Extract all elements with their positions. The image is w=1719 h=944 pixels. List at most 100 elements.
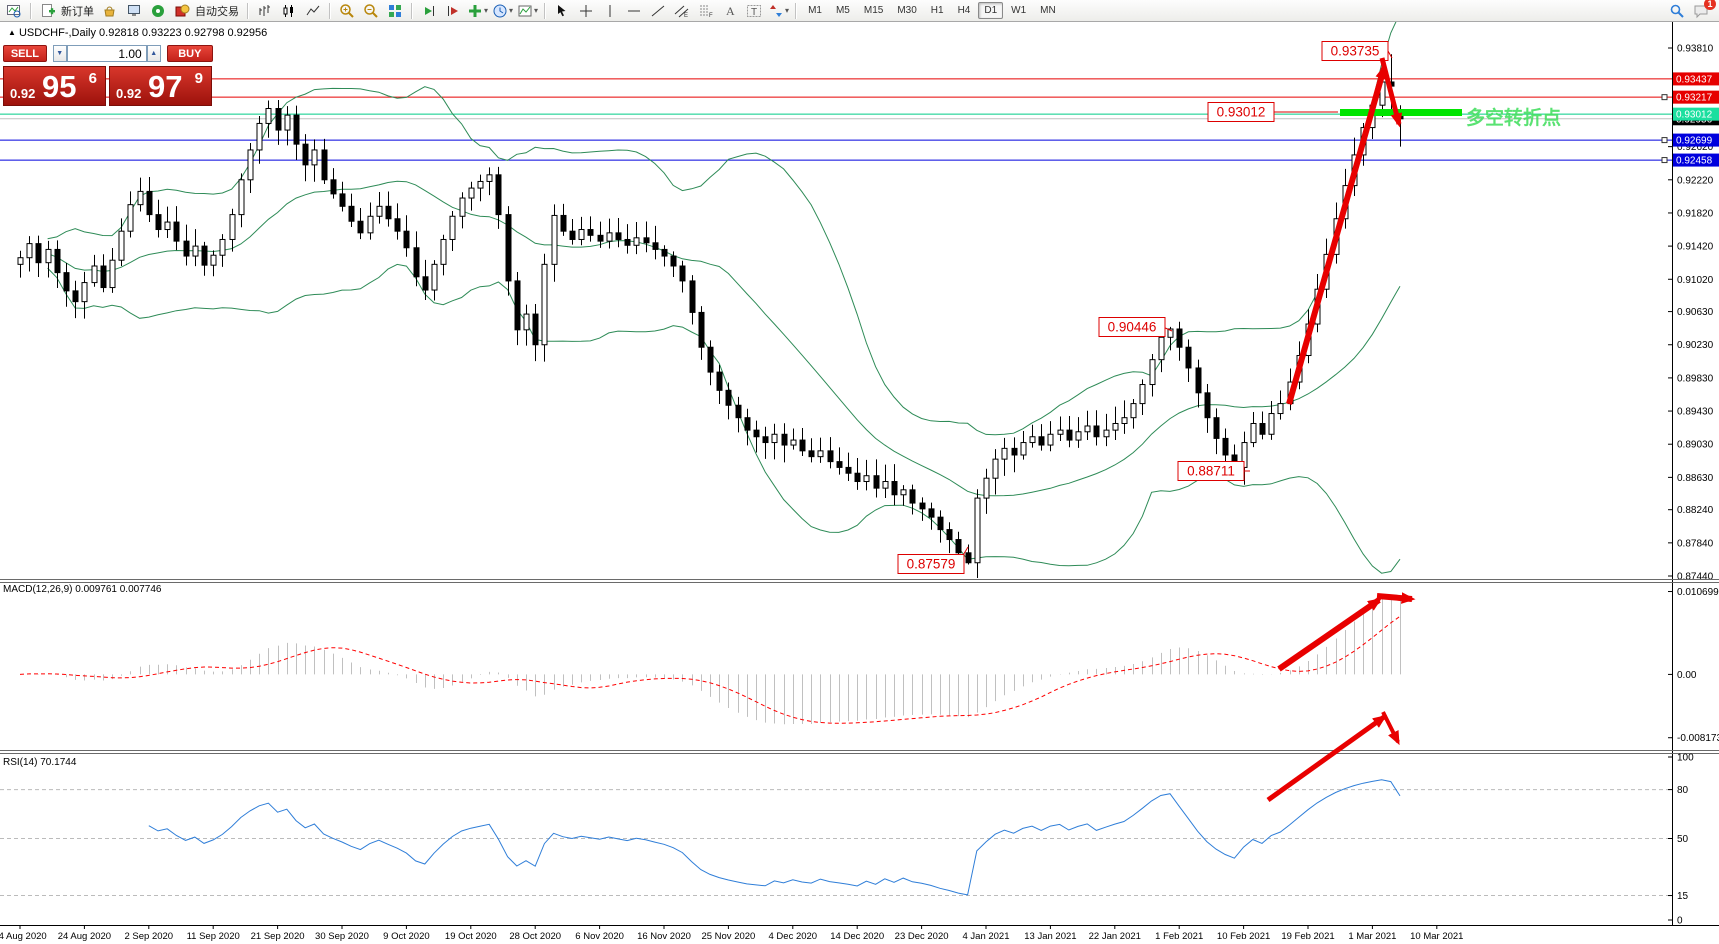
new-order-icon[interactable]: [37, 1, 59, 21]
separator: [30, 2, 32, 19]
vertical-line-icon[interactable]: [599, 1, 621, 21]
timeframe-w1[interactable]: W1: [1011, 5, 1027, 16]
macd-signal-line: [19, 615, 1401, 724]
chart-canvas[interactable]: 0.93810 0.92620 0.92220 0.91820 0.91420 0.910…: [0, 22, 1719, 944]
crosshair-icon[interactable]: [575, 1, 597, 21]
timeframe-m1[interactable]: M1: [808, 5, 822, 16]
timeframe-mn[interactable]: MN: [1040, 5, 1056, 16]
channel-icon[interactable]: E: [671, 1, 693, 21]
chat-icon[interactable]: 1: [1690, 0, 1716, 21]
periods-icon[interactable]: ▾: [491, 1, 514, 21]
buy-button[interactable]: BUY: [166, 45, 213, 62]
volume-decrease-button[interactable]: ▼: [52, 45, 67, 62]
svg-text:0.87440: 0.87440: [1677, 572, 1714, 583]
timeframe-m30[interactable]: M30: [897, 5, 917, 16]
candle: [63, 272, 70, 292]
candle: [247, 149, 254, 181]
templates-icon[interactable]: ▾: [516, 1, 539, 21]
signals-icon[interactable]: [147, 1, 169, 21]
text-icon[interactable]: A: [719, 1, 741, 21]
horizontal-line-icon[interactable]: [623, 1, 645, 21]
price-annotation-text: 0.88711: [1187, 464, 1235, 479]
volume-input[interactable]: [66, 45, 147, 62]
candle: [486, 174, 493, 182]
tile-windows-icon[interactable]: [384, 1, 406, 21]
price-tag: [1673, 153, 1719, 167]
arrows-tool-icon[interactable]: ▾: [767, 1, 790, 21]
search-icon[interactable]: [1666, 1, 1688, 21]
market-icon[interactable]: [99, 1, 121, 21]
svg-text:0.87840: 0.87840: [1677, 538, 1714, 549]
candle: [735, 404, 742, 419]
zoom-in-icon[interactable]: [336, 1, 358, 21]
candle: [1029, 436, 1036, 444]
bar-chart-icon[interactable]: [254, 1, 276, 21]
candle: [808, 450, 815, 458]
cursor-icon[interactable]: [551, 1, 573, 21]
candle: [1176, 328, 1183, 348]
date-label: 9 Oct 2020: [383, 931, 429, 942]
candle: [219, 238, 226, 256]
bollinger-band: [47, 180, 1401, 497]
new-order-button[interactable]: 新订单: [61, 5, 94, 18]
autotrade-button[interactable]: 自动交易: [195, 5, 239, 18]
sell-quote-button[interactable]: 0.92 95 6: [3, 66, 106, 106]
sell-button[interactable]: SELL: [3, 45, 47, 62]
candle: [679, 265, 686, 282]
candle: [992, 458, 999, 479]
timeframe-m5[interactable]: M5: [835, 5, 850, 16]
new-chart-button[interactable]: [3, 1, 25, 21]
sell-price-pip: 6: [88, 70, 97, 87]
buy-quote-button[interactable]: 0.92 97 9: [109, 66, 212, 106]
sell-price-big: 95: [42, 69, 77, 104]
candle: [882, 481, 889, 489]
candle: [790, 439, 797, 446]
indicators-icon[interactable]: ▾: [466, 1, 489, 21]
bollinger-band: [47, 22, 1397, 436]
timeframe-d1[interactable]: D1: [978, 2, 1004, 19]
candle: [514, 280, 521, 331]
candle: [799, 439, 806, 452]
terminal-icon[interactable]: [123, 1, 145, 21]
price-annotation-box: [1177, 461, 1245, 481]
candle: [330, 179, 337, 195]
candle: [716, 371, 723, 391]
svg-text:0.89430: 0.89430: [1677, 407, 1714, 418]
timeframe-m15[interactable]: M15: [863, 5, 884, 16]
candle: [173, 221, 180, 242]
chart-shift-icon[interactable]: [442, 1, 464, 21]
candle: [891, 481, 898, 496]
trendline-icon[interactable]: [647, 1, 669, 21]
autotrade-icon[interactable]: [171, 1, 193, 21]
candle: [449, 215, 456, 240]
timeframe-h4[interactable]: H4: [957, 5, 971, 16]
svg-text:15: 15: [1677, 891, 1689, 902]
candle: [569, 230, 576, 240]
rsi-label: RSI(14) 70.1744: [3, 757, 77, 768]
collapse-triangle-icon[interactable]: ▲: [8, 28, 16, 37]
timeframe-h1[interactable]: H1: [930, 5, 944, 16]
fibonacci-icon[interactable]: F: [695, 1, 717, 21]
label-icon[interactable]: T: [743, 1, 765, 21]
candle: [606, 232, 613, 242]
candle: [1047, 433, 1054, 446]
one-click-trade-panel: SELL ▼ ▲ BUY 0.92 95 6 0.92 97 9: [3, 45, 213, 106]
price-annotation-text: 0.90446: [1108, 320, 1157, 335]
line-chart-icon[interactable]: [302, 1, 324, 21]
candle: [54, 248, 61, 274]
candle-chart-icon[interactable]: [278, 1, 300, 21]
zoom-out-icon[interactable]: [360, 1, 382, 21]
candle: [459, 197, 466, 217]
volume-increase-button[interactable]: ▲: [146, 45, 161, 62]
auto-scroll-icon[interactable]: [418, 1, 440, 21]
candle: [1268, 413, 1275, 435]
price-annotation-box: [1321, 41, 1389, 61]
date-label: 4 Dec 2020: [769, 931, 818, 942]
rsi-pane: [0, 779, 1672, 897]
svg-text:0.93810: 0.93810: [1677, 44, 1714, 55]
svg-text:T: T: [751, 7, 757, 18]
annotations: 多空转折点 0.93735 0.93012 0.90446 0.88711 0.87579: [897, 41, 1561, 803]
axes: 0.93810 0.92620 0.92220 0.91820 0.91420 0.910…: [0, 22, 1719, 942]
candle: [1139, 384, 1146, 405]
candle: [422, 276, 429, 291]
